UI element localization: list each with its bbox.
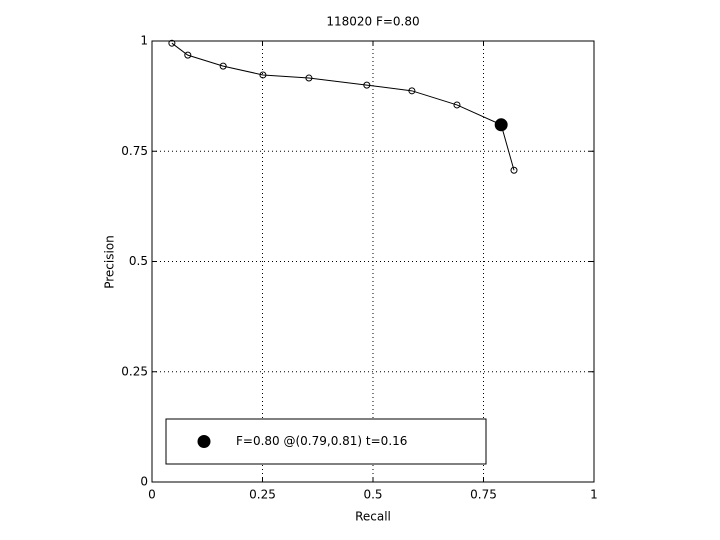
point bbox=[184, 51, 192, 59]
best-point bbox=[494, 118, 508, 132]
legend-label: F=0.80 @(0.79,0.81) t=0.16 bbox=[236, 434, 407, 448]
point bbox=[510, 166, 518, 174]
y-axis-label: Precision bbox=[103, 235, 117, 289]
x-axis-label: Recall bbox=[355, 510, 391, 524]
point bbox=[453, 101, 461, 109]
legend-box bbox=[165, 418, 487, 465]
x-tick-label: 0.25 bbox=[249, 488, 276, 502]
pr-curve bbox=[171, 42, 515, 171]
point bbox=[168, 39, 176, 47]
point bbox=[408, 87, 416, 95]
point bbox=[219, 62, 227, 70]
x-tick-label: 0 bbox=[148, 488, 156, 502]
legend-marker bbox=[197, 435, 211, 448]
y-tick-label: 0.25 bbox=[121, 364, 148, 378]
point bbox=[363, 81, 371, 89]
y-tick-label: 0.75 bbox=[121, 144, 148, 158]
y-tick-label: 1 bbox=[140, 34, 148, 48]
point bbox=[305, 74, 313, 82]
x-tick-label: 0.75 bbox=[470, 488, 497, 502]
x-tick-label: 1 bbox=[590, 488, 598, 502]
axes-box bbox=[151, 40, 595, 483]
x-tick-label: 0.5 bbox=[363, 488, 382, 502]
y-tick-label: 0 bbox=[140, 475, 148, 489]
point bbox=[259, 71, 267, 79]
y-tick-label: 0.5 bbox=[129, 254, 148, 268]
chart-title: 118020 F=0.80 bbox=[326, 15, 419, 29]
